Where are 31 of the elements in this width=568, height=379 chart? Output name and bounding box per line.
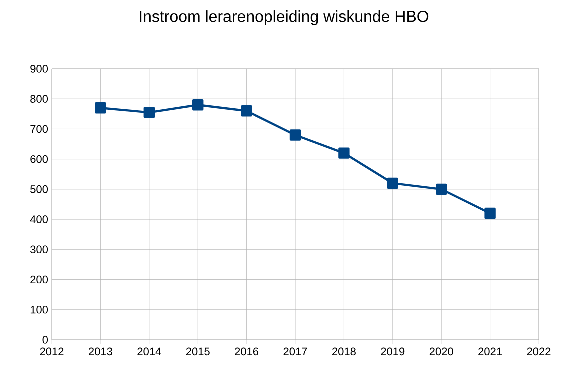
- point: [387, 178, 398, 190]
- y-tick-label: 500: [30, 186, 48, 194]
- x-tick-label: 2021: [478, 348, 502, 356]
- point: [241, 106, 252, 117]
- y-tick-label: 700: [30, 125, 48, 134]
- point: [144, 107, 156, 118]
- point: [484, 208, 496, 220]
- x-tick-label: 2020: [430, 348, 454, 356]
- y-tick-label: 600: [30, 155, 48, 164]
- x-tick-label: 2014: [138, 348, 162, 356]
- chart-title: Instroom lerarenopleiding wiskunde HBO: [140, 10, 429, 26]
- y-tick-label: 900: [30, 65, 48, 73]
- point: [95, 102, 106, 114]
- point: [436, 184, 448, 196]
- x-tick-label: 2013: [89, 348, 112, 356]
- point: [290, 130, 302, 141]
- x-tick-label: 2015: [186, 348, 210, 356]
- point: [192, 100, 204, 111]
- x-tick-label: 2017: [284, 348, 308, 356]
- x-tick-label: 2012: [40, 348, 64, 356]
- point: [338, 148, 350, 159]
- y-tick-label: 400: [30, 216, 48, 224]
- x-tick-label: 2022: [527, 348, 551, 356]
- x-tick-label: 2016: [235, 348, 259, 356]
- x-tick-label: 2019: [381, 348, 405, 356]
- x-tick-label: 2018: [332, 348, 356, 356]
- y-tick-label: 800: [30, 95, 48, 104]
- y-tick-label: 200: [30, 276, 48, 284]
- y-tick-label: 300: [30, 246, 48, 254]
- y-tick-label: 0: [42, 336, 48, 344]
- y-tick-label: 100: [30, 306, 48, 314]
